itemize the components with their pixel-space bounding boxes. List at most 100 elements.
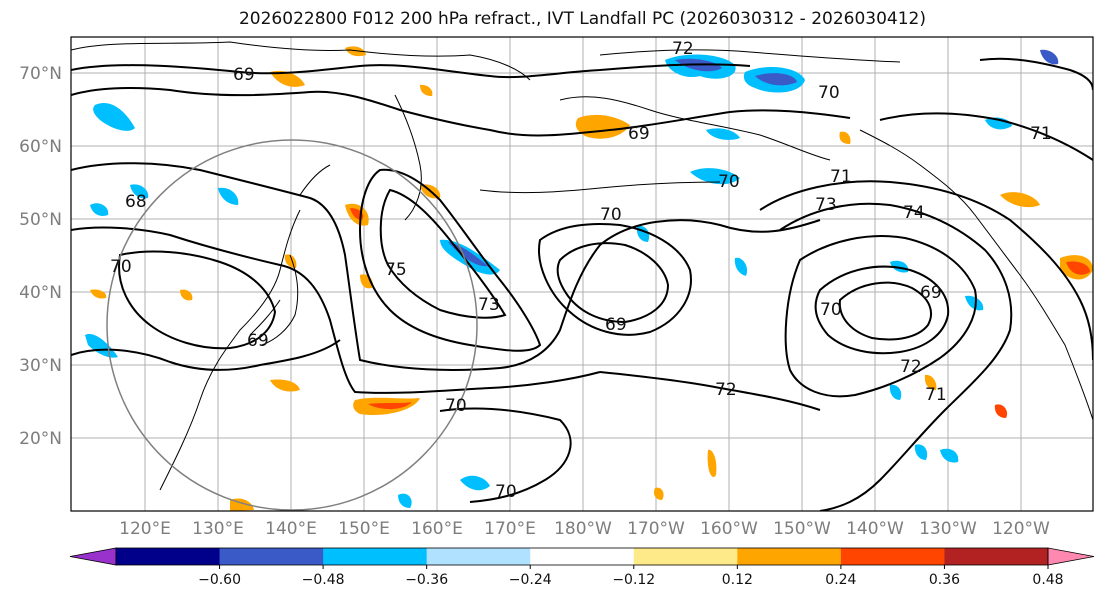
contour-line [979,57,1093,91]
map-title: 2026022800 F012 200 hPa refract., IVT La… [238,9,926,29]
map-border [70,36,1094,512]
colorbar-segment [633,548,738,565]
coastline-northamerica [859,129,1093,421]
colorbar-tick-label: −0.12 [612,572,655,588]
contour-line [538,222,692,336]
lon-label: 180°W [554,519,612,539]
contour-label: 69 [920,283,942,303]
lon-label: 130°W [919,519,977,539]
contour-line [784,235,977,398]
coastline-alaska [559,49,901,161]
contour-label: 69 [605,315,627,335]
shade-blob [93,102,135,131]
shade-blob [914,444,928,460]
lat-label-40n: 40°N [19,283,62,303]
shade-blob [180,289,193,301]
shade-blob [653,487,664,500]
shade-blob [706,128,740,140]
contour-label: 69 [628,124,650,144]
colorbar-segment [219,548,324,565]
contour-label: 71 [1030,124,1052,144]
shade-blob [707,449,717,478]
lat-label-70n: 70°N [19,64,62,84]
colorbar: −0.60 −0.48 −0.36 −0.24 −0.12 0.12 0.24 0.36 0.4… [69,547,1095,588]
longitude-labels: 120°E 130°E 140°E 150°E 160°E 170°E 180°… [119,519,1050,539]
colorbar-tick-label: −0.60 [198,572,241,588]
lat-label-60n: 60°N [19,137,62,157]
contour-label: 73 [478,295,500,315]
contour-label: 70 [820,300,842,320]
colorbar-tick-label: 0.36 [929,572,960,588]
latitude-labels: 70°N 60°N 50°N 40°N 30°N 20°N [19,64,62,449]
shade-blob [734,257,748,276]
lon-label: 160°W [700,519,758,539]
colorbar-tick-label: −0.36 [405,572,448,588]
contour-line [71,63,751,79]
lon-label: 140°W [846,519,904,539]
contour-label: 74 [903,203,925,223]
lon-label: 170°W [627,519,685,539]
shade-blob [130,184,149,199]
shade-blob [270,379,300,392]
contour-labels: 72 69 70 69 71 70 68 70 75 73 70 71 73 7… [110,39,1052,502]
shade-blob [690,168,740,185]
contour-line [71,339,341,371]
contour-line [879,112,1093,161]
colorbar-tick-label: −0.24 [509,572,552,588]
shade-blob [448,242,488,267]
colorbar-ticks: −0.60 −0.48 −0.36 −0.24 −0.12 0.12 0.24 0.36 0.4… [198,565,1064,588]
refractivity-contours [71,57,1093,511]
contour-label: 70 [600,205,622,225]
colorbar-tick-label: 0.24 [825,572,856,588]
contour-line [599,371,821,411]
coastlines [71,41,1093,491]
gridlines [71,37,1093,511]
colorbar-segments [69,547,1095,566]
shade-blob [994,404,1008,418]
contour-line [439,407,572,503]
contour-label: 70 [818,83,840,103]
contour-line [71,162,821,371]
contour-line [779,202,1013,511]
contour-line [71,226,601,394]
contour-label: 70 [110,257,132,277]
contour-line [118,250,277,350]
coastline-japan [249,254,299,346]
contour-line [814,265,950,355]
lon-label: 170°E [484,519,536,539]
contour-line [379,188,507,319]
coastline-kamchatka [394,94,422,221]
lon-label: 150°E [338,519,390,539]
contour-line [759,180,1093,361]
shade-blob [1000,192,1040,208]
contour-label: 71 [830,167,852,187]
colorbar-segment [323,548,428,565]
contour-label: 70 [718,172,740,192]
contour-label: 69 [247,331,269,351]
colorbar-tick-label: −0.48 [302,572,345,588]
contour-label: 68 [125,192,147,212]
colorbar-extend-high [1047,547,1095,566]
shade-blob [218,187,239,205]
contour-line [358,168,542,352]
colorbar-segment [116,548,221,565]
contour-line [556,242,670,324]
contour-label: 70 [445,396,467,416]
shade-blob [889,384,902,400]
contour-label: 71 [925,385,947,405]
colorbar-tick-label: 0.48 [1032,572,1063,588]
ivt-shading [85,46,1093,511]
shade-blob [924,374,937,390]
contour-label: 70 [495,482,517,502]
shade-blob [368,402,412,410]
shade-blob [85,334,118,358]
lon-label: 130°E [192,519,244,539]
lat-label-30n: 30°N [19,356,62,376]
colorbar-extend-low [69,547,117,566]
colorbar-segment [426,548,531,565]
lat-label-20n: 20°N [19,429,62,449]
contour-line [838,281,932,341]
shade-blob [420,84,433,96]
shade-blob [839,131,851,144]
contour-label: 72 [672,39,694,59]
